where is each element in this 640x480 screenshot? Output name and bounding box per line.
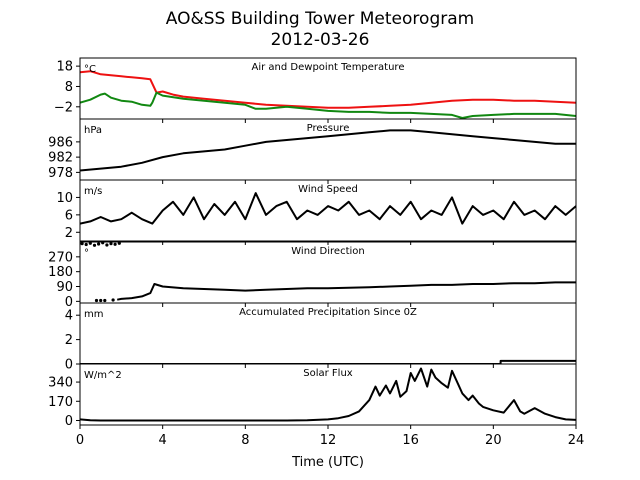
panel-temp: 18 8 −2 °C Air and Dewpoint Temperature	[54, 57, 577, 123]
panel-temp-plot	[80, 70, 576, 119]
scatter-point-wind_direction	[101, 242, 105, 245]
panel-precip-plot	[80, 359, 576, 364]
series-line-wind_direction-default	[117, 281, 576, 301]
scatter-point-wind_direction	[84, 242, 88, 247]
scatter-point-wind_direction	[94, 298, 99, 303]
scatter-point-wind_direction	[111, 298, 115, 302]
series-line-solar-default	[80, 367, 576, 422]
y-tick-label-solar: 340	[48, 376, 73, 391]
scatter-point-wind_direction	[103, 298, 107, 303]
series-line-temp-temperature	[80, 70, 576, 109]
y-tick-label-temp: 18	[56, 60, 73, 75]
series-line-pressure-default	[80, 129, 576, 172]
y-tick-label-precip: 2	[65, 333, 73, 348]
x-tick-label: 20	[485, 433, 502, 448]
y-tick-label-wind_speed: 10	[56, 191, 73, 206]
y-tick-label-wind_speed: 6	[65, 208, 73, 223]
x-tick-label: 16	[402, 433, 419, 448]
chart-title: AO&SS Building Tower Meteorogram	[166, 9, 474, 29]
series-line-wind_speed-default	[80, 192, 576, 225]
panel-wind_speed-plot	[80, 192, 576, 225]
y-tick-label-wind_speed: 2	[65, 226, 73, 241]
y-tick-label-pressure: 982	[48, 151, 73, 166]
panel-wind_direction-plot	[80, 242, 576, 303]
panel-unit-temp: °C	[84, 64, 96, 75]
panel-title-temp: Air and Dewpoint Temperature	[252, 62, 405, 73]
panel-title-pressure: Pressure	[307, 123, 350, 134]
panel-title-wind_direction: Wind Direction	[291, 246, 365, 257]
panel-title-wind_speed: Wind Speed	[298, 184, 358, 195]
panel-unit-wind_speed: m/s	[84, 186, 102, 197]
scatter-point-wind_direction	[105, 243, 109, 247]
y-tick-label-wind_direction: 270	[48, 250, 73, 265]
series-line-precip-default	[80, 359, 576, 364]
scatter-point-wind_direction	[92, 243, 97, 247]
panel-pressure-plot	[80, 129, 576, 172]
y-tick-label-pressure: 978	[48, 166, 73, 181]
y-tick-label-wind_direction: 0	[65, 295, 73, 310]
panel-title-solar: Solar Flux	[303, 368, 353, 379]
panel-solar-plot	[80, 367, 576, 422]
y-tick-label-wind_direction: 90	[56, 280, 73, 295]
panel-precip: 4 2 0 mm Accumulated Precipitation Since 0Z	[65, 302, 577, 373]
x-tick-label: 24	[568, 433, 585, 448]
panel-solar: 340 170 0 W/m^2 Solar Flux	[48, 363, 577, 429]
scatter-point-wind_direction	[99, 298, 103, 303]
y-tick-label-solar: 170	[48, 395, 73, 410]
y-tick-label-temp: −2	[54, 100, 73, 115]
scatter-point-wind_direction	[113, 242, 117, 246]
panel-wind_speed: 10 6 2 m/s Wind Speed	[56, 179, 577, 245]
x-tick-label: 0	[76, 433, 84, 448]
panel-title-precip: Accumulated Precipitation Since 0Z	[239, 307, 417, 318]
x-axis: 0 4 8 12 16 20 24	[76, 433, 584, 448]
x-axis-label: Time (UTC)	[291, 455, 364, 470]
y-tick-label-wind_direction: 180	[48, 265, 73, 280]
panel-unit-wind_direction: °	[84, 248, 89, 259]
y-tick-label-pressure: 986	[48, 135, 73, 150]
x-tick-label: 8	[241, 433, 249, 448]
scatter-point-wind_direction	[88, 242, 92, 245]
scatter-point-wind_direction	[117, 242, 121, 245]
chart-subtitle: 2012-03-26	[271, 30, 370, 50]
scatter-point-wind_direction	[80, 242, 84, 246]
panel-unit-solar: W/m^2	[84, 370, 122, 381]
y-tick-label-precip: 4	[65, 309, 73, 324]
panels-group: 18 8 −2 °C Air and Dewpoint Temperature 98698…	[48, 57, 577, 429]
panel-unit-pressure: hPa	[84, 125, 102, 136]
y-tick-label-solar: 0	[65, 414, 73, 429]
x-tick-label: 12	[320, 433, 337, 448]
scatter-point-wind_direction	[97, 242, 101, 246]
series-line-temp-dewpoint	[80, 91, 576, 119]
scatter-point-wind_direction	[109, 242, 113, 246]
y-tick-label-temp: 8	[65, 80, 73, 95]
x-tick-label: 4	[159, 433, 167, 448]
panel-unit-precip: mm	[84, 309, 103, 320]
y-tick-label-precip: 0	[65, 358, 73, 373]
